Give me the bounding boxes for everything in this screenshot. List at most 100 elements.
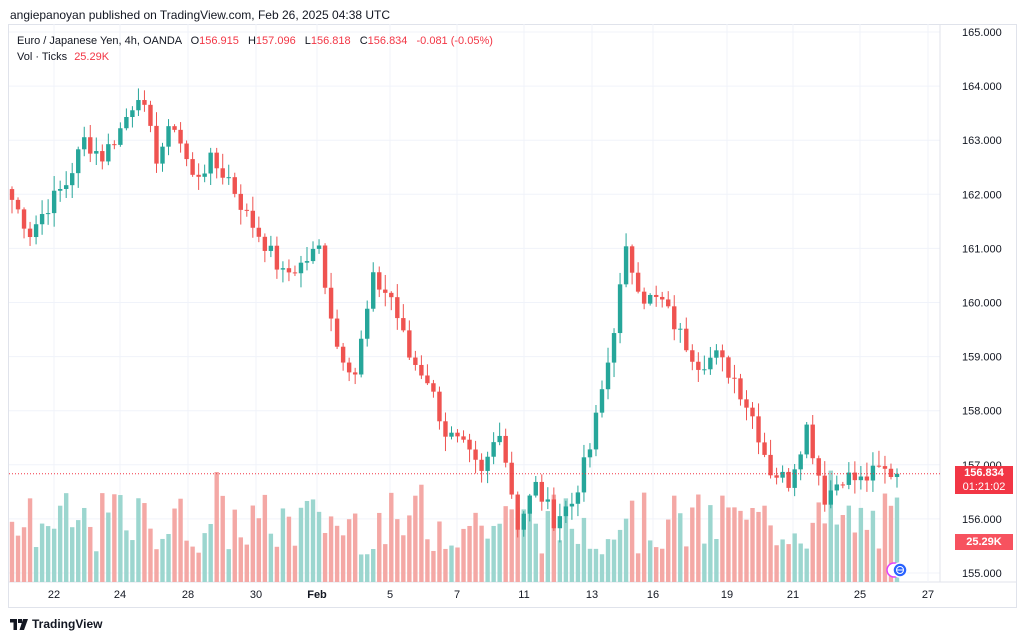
volume-bar xyxy=(51,528,57,582)
candle-body xyxy=(599,389,605,413)
candle-body xyxy=(118,128,123,145)
x-tick-label: 24 xyxy=(114,589,126,601)
candle-body xyxy=(780,471,785,478)
volume-bar xyxy=(479,525,484,582)
volume-bar xyxy=(491,525,496,582)
candle-body xyxy=(545,499,551,502)
volume-bar xyxy=(310,499,316,582)
candle-body xyxy=(629,246,635,273)
x-tick-label: 25 xyxy=(854,589,866,601)
volume-bar xyxy=(45,526,51,582)
volume-bar xyxy=(238,537,243,582)
volume-bar xyxy=(732,507,737,582)
y-tick-label: 161.000 xyxy=(962,243,1002,255)
candle-body xyxy=(503,435,508,463)
x-tick-label: 7 xyxy=(454,589,460,601)
candle-body xyxy=(352,372,358,375)
candle-body xyxy=(431,383,436,392)
candle-body xyxy=(635,272,641,292)
candle-body xyxy=(100,151,105,162)
candle-body xyxy=(726,357,731,378)
candle-body xyxy=(419,364,424,376)
volume-bar xyxy=(184,540,189,582)
candle-body xyxy=(467,439,472,450)
volume-bar xyxy=(383,544,388,582)
volume-bar xyxy=(316,511,322,582)
candle-body xyxy=(401,318,406,331)
volume-bar xyxy=(515,507,520,582)
candle-body xyxy=(461,436,466,440)
candle-body xyxy=(876,465,882,467)
tradingview-footer[interactable]: TradingView xyxy=(10,617,102,631)
volume-bar xyxy=(786,544,791,582)
volume-bar xyxy=(527,509,532,582)
volume-bar xyxy=(340,535,346,582)
candle-body xyxy=(840,484,846,486)
chart-legend: Euro / Japanese Yen, 4h, OANDA O156.915 … xyxy=(17,35,493,47)
volume-bar xyxy=(828,470,833,582)
candle-body xyxy=(292,272,298,274)
candle-body xyxy=(286,268,292,273)
volume-bar xyxy=(653,547,659,582)
bar-countdown-tag: 01:21:02 xyxy=(955,480,1013,494)
high-label: H xyxy=(247,35,256,47)
candle-body xyxy=(154,125,159,164)
volume-bar xyxy=(647,540,653,582)
globe-badge-icon[interactable] xyxy=(886,561,910,579)
candle-body xyxy=(816,458,821,476)
candle-body xyxy=(623,246,629,285)
candle-body xyxy=(834,484,839,491)
volume-bar xyxy=(286,516,292,582)
candle-body xyxy=(756,416,761,443)
candle-body xyxy=(702,369,707,371)
candle-body xyxy=(365,308,370,339)
volume-bar xyxy=(563,498,569,582)
candle-body xyxy=(774,475,779,478)
volume-bar xyxy=(617,529,623,582)
volume-bar xyxy=(262,494,268,582)
volume-bar xyxy=(70,527,75,582)
volume-bar xyxy=(473,512,478,582)
candle-body xyxy=(563,506,569,517)
volume-bar xyxy=(804,548,809,582)
volume-bar xyxy=(533,523,538,582)
volume-bar xyxy=(593,548,599,582)
candle-body xyxy=(720,350,725,358)
candle-body xyxy=(678,328,683,330)
x-tick-label: Feb xyxy=(307,589,327,601)
volume-bar xyxy=(864,529,870,582)
candle-body xyxy=(413,357,418,365)
candle-body xyxy=(377,272,382,290)
candle-body xyxy=(63,185,69,190)
volume-bar xyxy=(124,530,129,582)
volume-bar xyxy=(226,549,231,582)
y-tick-label: 164.000 xyxy=(962,81,1002,93)
volume-bar xyxy=(870,510,876,582)
y-tick-label: 156.000 xyxy=(962,514,1002,526)
x-tick-label: 13 xyxy=(586,589,598,601)
volume-bar xyxy=(178,498,183,582)
candle-body xyxy=(214,152,219,169)
volume-bar xyxy=(15,535,21,582)
volume-bar xyxy=(196,552,201,582)
candle-body xyxy=(533,481,538,496)
x-tick-label: 30 xyxy=(250,589,262,601)
candle-body xyxy=(846,472,852,485)
volume-bar xyxy=(304,500,310,582)
candle-body xyxy=(202,173,207,177)
volume-value: 25.29K xyxy=(74,51,110,63)
candle-body xyxy=(744,399,749,408)
candle-body xyxy=(557,516,563,529)
volume-bar xyxy=(455,547,460,582)
candle-body xyxy=(641,291,647,304)
last-price-tag: 156.834 xyxy=(955,466,1013,480)
volume-bar xyxy=(858,507,864,582)
candle-body xyxy=(569,503,575,507)
volume-bar xyxy=(720,495,725,582)
volume-bar xyxy=(840,515,846,582)
volume-bar xyxy=(696,494,701,582)
candle-body xyxy=(166,126,171,147)
candle-body xyxy=(738,378,743,400)
tradingview-logo-icon xyxy=(10,619,28,631)
